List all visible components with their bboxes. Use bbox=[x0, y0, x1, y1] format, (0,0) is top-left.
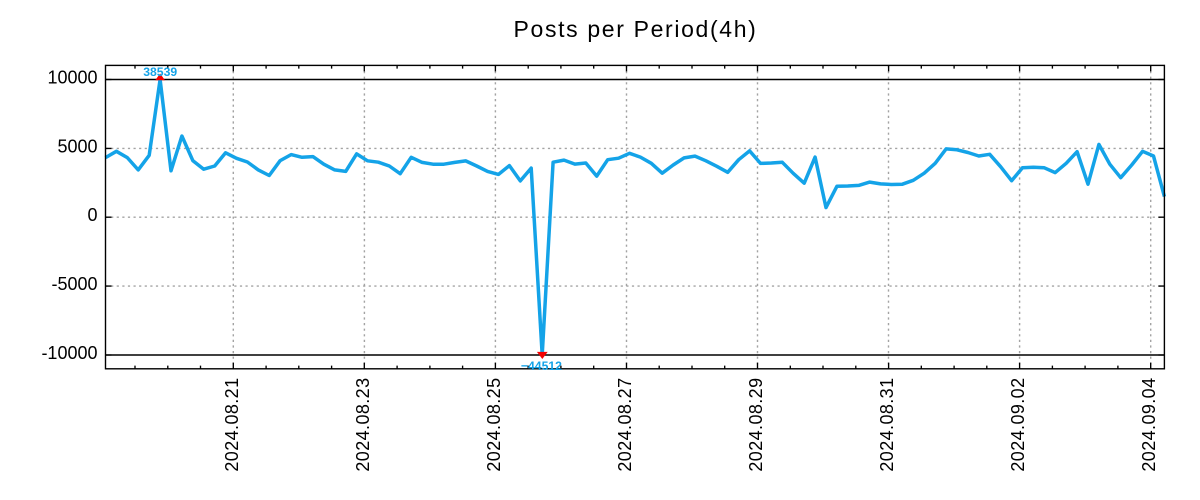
svg-text:2024.08.25: 2024.08.25 bbox=[484, 378, 504, 472]
svg-text:2024.08.29: 2024.08.29 bbox=[746, 378, 766, 472]
svg-text:2024.09.04: 2024.09.04 bbox=[1139, 378, 1159, 472]
svg-text:2024.08.23: 2024.08.23 bbox=[353, 378, 373, 472]
svg-text:2024.08.21: 2024.08.21 bbox=[222, 378, 242, 472]
svg-text:-5000: -5000 bbox=[51, 274, 97, 294]
svg-text:0: 0 bbox=[87, 205, 97, 225]
svg-text:2024.08.31: 2024.08.31 bbox=[877, 378, 897, 472]
svg-text:5000: 5000 bbox=[57, 136, 97, 156]
svg-text:2024.08.27: 2024.08.27 bbox=[615, 378, 635, 472]
svg-text:−44512: −44512 bbox=[521, 359, 562, 373]
svg-text:Posts per Period(4h): Posts per Period(4h) bbox=[514, 16, 758, 42]
svg-text:2024.09.02: 2024.09.02 bbox=[1008, 378, 1028, 472]
svg-text:-10000: -10000 bbox=[41, 343, 97, 363]
svg-text:38539: 38539 bbox=[143, 65, 177, 79]
svg-text:10000: 10000 bbox=[47, 67, 97, 87]
